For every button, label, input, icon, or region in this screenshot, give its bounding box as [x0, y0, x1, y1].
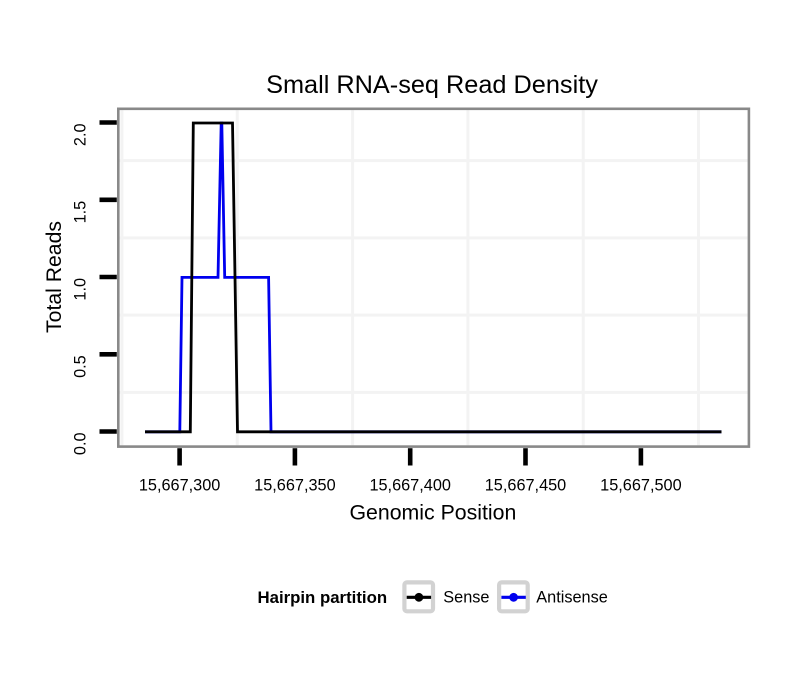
svg-text:Small RNA-seq Read Density: Small RNA-seq Read Density: [266, 71, 598, 99]
svg-text:Hairpin partition: Hairpin partition: [258, 588, 388, 607]
svg-text:Genomic Position: Genomic Position: [349, 501, 516, 525]
svg-text:15,667,300: 15,667,300: [139, 477, 221, 495]
svg-text:0.0: 0.0: [72, 432, 90, 455]
svg-text:15,667,350: 15,667,350: [254, 477, 336, 495]
svg-text:Antisense: Antisense: [536, 588, 608, 606]
svg-text:Sense: Sense: [443, 588, 489, 606]
svg-text:Total Reads: Total Reads: [43, 221, 66, 333]
svg-text:0.5: 0.5: [72, 355, 90, 378]
svg-text:2.0: 2.0: [72, 123, 90, 146]
svg-text:15,667,400: 15,667,400: [369, 477, 451, 495]
svg-text:15,667,450: 15,667,450: [485, 477, 567, 495]
svg-text:1.0: 1.0: [72, 278, 90, 301]
svg-text:15,667,500: 15,667,500: [600, 477, 682, 495]
svg-text:1.5: 1.5: [72, 201, 90, 224]
